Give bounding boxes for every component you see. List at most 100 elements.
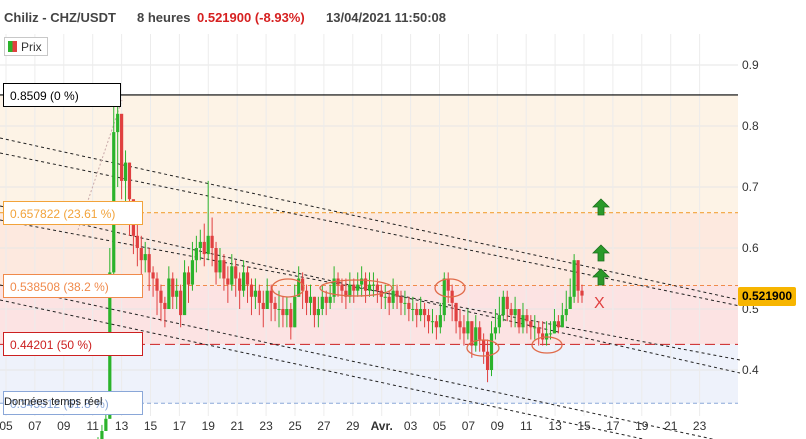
candle-body [277,309,281,310]
candle-body [367,284,372,291]
highlight-ellipse [531,336,563,354]
candle [556,315,560,334]
candle-body [482,339,486,352]
fib-label-0[interactable]: 0.8509 (0 %) [3,82,121,107]
candle [541,321,545,346]
period-label[interactable]: 8 heures [137,10,191,25]
candle-body [285,309,289,316]
candle [241,260,246,297]
candle [485,339,490,383]
x-tick-label: 13 [548,419,562,433]
fib-label-50[interactable]: 0.44201 (50 %) [3,332,143,357]
candle [505,290,509,322]
x-tick-label: 21 [231,419,245,433]
candle-body [552,321,557,334]
candle-body [568,296,572,309]
candle-body [253,290,257,297]
candle [175,278,179,309]
candle [454,302,458,334]
candle [210,217,214,267]
realtime-label: Données temps réel [4,396,103,408]
candle [509,302,513,328]
candle [312,296,317,328]
candle [245,266,250,303]
candle-body [391,290,395,303]
candle [206,180,210,261]
x-axis: 05 07 09 11 13 15 17 19 21 23 25 27 29 Avr. 03 05 07 09 11… [0,419,707,433]
channel-line [0,137,741,301]
candle-body [104,418,108,431]
candle-body [340,284,344,291]
candle [100,424,104,439]
candle-body [289,309,293,328]
candle [316,296,320,328]
candle [139,235,143,279]
candle [155,272,159,316]
fib-band [0,212,738,286]
candle-body [458,321,462,328]
candle [238,272,242,309]
candle [446,272,450,303]
candle-body [316,309,320,316]
candle-body [269,290,273,303]
candle [340,278,344,303]
candle-body [438,315,442,328]
candle [517,309,521,334]
candle-body [541,333,545,340]
candle [186,266,191,303]
candle-body [344,290,348,297]
candle [363,272,368,303]
candle-body [163,302,167,309]
candle [580,284,584,303]
candle-body [403,302,407,304]
up-arrow-icon [592,198,610,216]
candle-body [116,113,120,133]
candle-body [383,296,387,298]
candle [151,266,155,297]
candle-body [423,309,427,316]
candle-body [348,284,352,297]
candle-body [261,302,265,309]
candle-body [245,272,250,285]
candle [285,296,289,328]
up-arrow-icon [592,244,610,262]
x-tick-label: 13 [115,419,129,433]
candle-body [434,321,439,328]
candle [501,290,505,322]
fib-label-61-8[interactable]: 0.345512 (61.8 %) [3,391,143,416]
highlight-ellipse [271,278,305,298]
candle-body [489,333,494,370]
candle-body [419,309,423,316]
candle-body [407,302,411,309]
candle-body [308,296,313,303]
candle [135,223,139,267]
fib-label-23-6[interactable]: 0.657822 (23.61 %) [3,200,143,225]
candle-body [234,266,238,279]
x-tick-label: 29 [346,419,360,433]
candle-body [375,284,379,291]
fib-label-38-2[interactable]: 0.538508 (38.2 %) [3,273,143,298]
candle-body [179,290,183,316]
candle [328,284,332,309]
y-tick-label: 0.7 [742,180,759,194]
candle [234,260,238,297]
candle [466,309,470,340]
candle [533,315,537,340]
candle-body [120,113,124,181]
legend[interactable]: Prix [4,37,48,56]
fib-band [0,94,738,213]
candle [493,309,498,340]
x-tick-label: 23 [259,419,273,433]
candle [525,309,529,334]
candle [281,296,285,328]
candle-body [399,296,403,303]
candle [462,315,466,346]
x-tick-label: 05 [0,419,13,433]
candle-body [218,260,222,273]
instrument-title: Chiliz - CHZ/USDT [4,10,116,25]
candle [521,302,525,334]
candle [458,309,462,340]
channel-line [77,99,123,231]
candle [403,290,407,316]
candle [344,278,348,309]
